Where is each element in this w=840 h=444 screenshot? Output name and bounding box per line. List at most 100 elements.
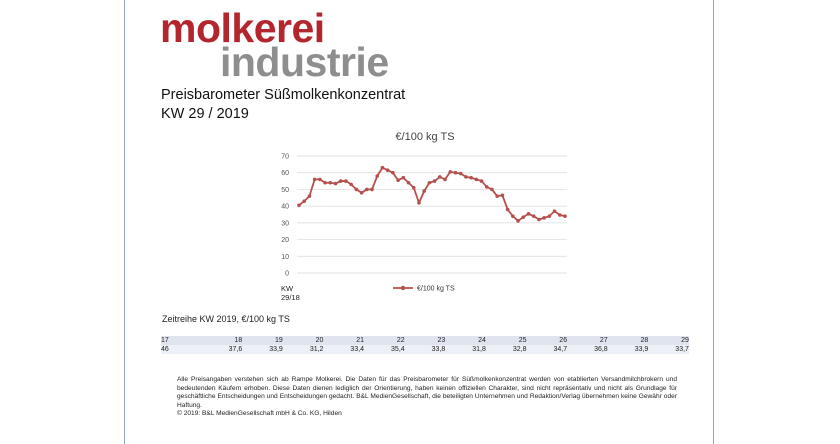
y-tick-label: 60: [281, 170, 289, 177]
data-point: [323, 180, 327, 185]
report-title: Preisbarometer Süßmolkenkonzentrat KW 29…: [161, 86, 405, 124]
data-point: [417, 201, 421, 205]
data-point: [495, 194, 499, 198]
data-point: [432, 179, 437, 183]
price-line-chart: €/100 kg TS 0 10 20 30 40 50 60 70 KW 29/18 €/1…: [281, 131, 567, 302]
report-page: molkerei industrie Preisbarometer Süßmol…: [124, 0, 714, 444]
time-series-label: Zeitreihe KW 2019, €/100 kg TS: [162, 314, 290, 324]
table-values-row: 46 37,6 33,9 31,2 33,4 35,4 33,8 31,8 32,8 34,7 36…: [161, 345, 689, 354]
disclaimer-note: Alle Preisangaben verstehen sich ab Ramp…: [177, 376, 677, 419]
data-point: [453, 170, 458, 175]
data-point: [401, 175, 406, 180]
data-point: [443, 177, 447, 182]
data-point: [344, 179, 348, 183]
data-point: [354, 187, 359, 192]
data-point: [406, 180, 411, 185]
data-point: [370, 187, 374, 192]
data-point: [438, 175, 442, 179]
table-value-cell: 33,9: [269, 346, 283, 353]
table-value-cell: 37,6: [228, 346, 243, 353]
data-point: [469, 175, 473, 180]
table-header-cell: 20: [315, 337, 324, 344]
table-header-cell: 21: [356, 337, 365, 344]
weekly-price-table: 17 18 19 20 21 22 23 24 25 26 27 28 29 46 37,6 33,9 31,…: [161, 336, 689, 354]
x-axis-label-line-2: 29/18: [281, 293, 300, 302]
legend-marker: [400, 285, 406, 291]
table-value-cell: 35,4: [391, 346, 405, 353]
y-tick-label: 10: [281, 254, 289, 261]
table-header-cell: 25: [518, 337, 527, 344]
data-point: [333, 181, 338, 186]
data-point: [391, 170, 395, 175]
table-header-cell: 17: [161, 337, 169, 344]
data-point: [511, 214, 515, 218]
data-point: [552, 209, 557, 213]
data-point: [474, 177, 479, 182]
report-title-line-1: Preisbarometer Süßmolkenkonzentrat: [161, 87, 406, 103]
table-header-cell: 22: [396, 337, 405, 344]
data-point: [411, 185, 416, 190]
y-tick-label: 50: [281, 187, 289, 194]
table-header-cell: 28: [640, 337, 649, 344]
disclaimer-text: Alle Preisangaben verstehen sich ab Ramp…: [177, 376, 677, 409]
data-point: [516, 219, 520, 223]
table-value-cell: 33,4: [350, 346, 365, 353]
data-point: [542, 216, 546, 220]
y-axis-ticks: 0 10 20 30 40 50 60 70: [281, 154, 289, 278]
data-point: [479, 179, 484, 183]
report-title-line-2: KW 29 / 2019: [161, 106, 249, 122]
table-header-cell: 27: [599, 337, 608, 344]
data-point: [380, 165, 385, 170]
data-point: [427, 180, 432, 185]
data-point: [375, 174, 380, 178]
data-point: [490, 187, 494, 192]
table-header-cell: 18: [234, 337, 243, 344]
chart-grid: [297, 155, 567, 274]
legend: €/100 kg TS: [393, 286, 455, 293]
data-point: [500, 193, 505, 198]
data-point: [526, 212, 531, 216]
table-value-cell: 46: [161, 346, 169, 353]
legend-label: €/100 kg TS: [417, 286, 455, 293]
data-point: [302, 199, 307, 203]
data-point: [328, 180, 333, 185]
data-point: [297, 203, 301, 208]
table-value-cell: 34,7: [553, 346, 568, 353]
data-point: [563, 214, 567, 218]
chart-title: €/100 kg TS: [395, 131, 454, 143]
y-tick-label: 20: [281, 237, 289, 244]
data-point: [359, 190, 364, 195]
y-tick-label: 30: [281, 220, 289, 227]
data-point: [396, 178, 400, 183]
molkerei-industrie-logo: molkerei industrie: [160, 5, 389, 85]
series-points: [297, 165, 567, 223]
table-header-cell: 19: [275, 337, 283, 344]
data-point: [338, 179, 343, 183]
table-value-cell: 31,2: [309, 346, 324, 353]
y-tick-label: 40: [281, 204, 289, 211]
table-value-cell: 36,8: [594, 346, 608, 353]
data-point: [557, 213, 562, 217]
data-point: [531, 214, 536, 218]
data-point: [365, 187, 369, 192]
data-point: [458, 171, 463, 176]
table-value-cell: 32,8: [512, 346, 527, 353]
logo-line-1: molkerei: [160, 5, 325, 51]
table-value-cell: 33,7: [675, 346, 689, 353]
copyright-text: © 2019: B&L MedienGesellschaft mbH & Co.…: [177, 410, 342, 418]
table-header-cell: 24: [478, 337, 486, 344]
table-header-cell: 26: [559, 337, 568, 344]
y-tick-label: 0: [285, 271, 289, 278]
data-point: [547, 214, 552, 218]
data-point: [307, 194, 312, 198]
logo-line-2: industrie: [220, 38, 389, 85]
data-point: [448, 170, 453, 174]
table-header-row: 17 18 19 20 21 22 23 24 25 26 27 28 29: [161, 336, 689, 345]
data-point: [385, 168, 390, 173]
data-point: [318, 177, 322, 182]
data-point: [505, 207, 510, 212]
data-point: [537, 217, 541, 222]
y-tick-label: 70: [281, 154, 289, 161]
data-point: [464, 175, 468, 179]
data-point: [521, 215, 526, 219]
